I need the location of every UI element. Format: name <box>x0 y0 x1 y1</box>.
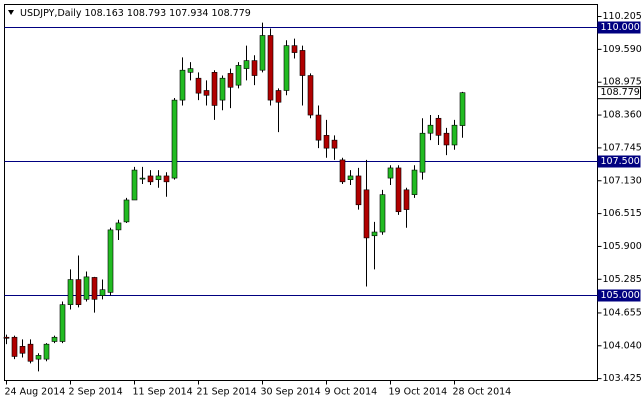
candle-body <box>259 35 266 71</box>
x-tick-label: 9 Oct 2014 <box>325 387 378 398</box>
candle-body <box>11 336 18 357</box>
y-tick-label: 105.900 <box>603 241 642 252</box>
candle-body <box>227 73 234 88</box>
candle-body <box>363 189 370 239</box>
candle-body <box>451 124 458 146</box>
menu-arrow <box>8 10 14 15</box>
candle-body <box>123 199 130 223</box>
candle-body <box>59 304 66 342</box>
candle-body <box>3 336 10 339</box>
candle-body <box>307 75 314 116</box>
candle-body <box>99 289 106 296</box>
candle-body <box>275 90 282 103</box>
candle-body <box>171 99 178 179</box>
candle-body <box>179 69 186 101</box>
y-tick-label: 105.285 <box>603 274 642 285</box>
candle-body <box>203 90 210 96</box>
x-tick-label: 28 Oct 2014 <box>453 387 512 398</box>
level-label: 107.500 <box>601 156 640 167</box>
y-tick-label: 106.515 <box>603 208 642 219</box>
candle-body <box>411 169 418 195</box>
candle-body <box>51 336 58 342</box>
candle-body <box>427 124 434 134</box>
candle-body <box>403 189 410 210</box>
chart-title: USDJPY,Daily <box>20 8 82 19</box>
y-tick-label: 108.975 <box>603 77 642 88</box>
candle-body <box>267 35 274 101</box>
candle-body <box>67 279 74 305</box>
x-tick-label: 30 Sep 2014 <box>261 387 321 398</box>
level-label-box <box>597 21 641 34</box>
candle-body <box>27 343 34 362</box>
y-tick-label: 103.425 <box>603 373 642 384</box>
candle-body <box>35 355 42 360</box>
candle-body <box>459 92 466 126</box>
candle-body <box>371 231 378 237</box>
y-tick-label: 108.360 <box>603 110 642 121</box>
level-label: 105.000 <box>601 290 640 301</box>
candle-body <box>163 175 170 183</box>
candle-body <box>443 132 450 146</box>
x-tick-label: 11 Sep 2014 <box>133 387 193 398</box>
candle-body <box>155 175 162 180</box>
candle-body <box>323 135 330 149</box>
candle-body <box>115 222 122 231</box>
last-price-label: 108.779 <box>601 87 640 98</box>
close-value: 108.779 <box>212 8 251 19</box>
candle-body <box>355 175 362 206</box>
candle-body <box>291 45 298 53</box>
candle-body <box>379 194 386 233</box>
candle-body <box>299 50 306 76</box>
candle-body <box>219 77 226 101</box>
header: USDJPY,Daily 108.163 108.793 107.934 108… <box>20 8 251 19</box>
candle-body <box>19 346 26 354</box>
candle-body <box>83 276 90 300</box>
candle-body <box>211 72 218 106</box>
y-tick-label: 109.590 <box>603 44 642 55</box>
y-tick-label: 107.745 <box>603 142 642 153</box>
x-tick-label: 19 Oct 2014 <box>389 387 448 398</box>
candle-body <box>283 45 290 91</box>
level-label: 110.000 <box>601 22 640 33</box>
candle-body <box>315 114 322 141</box>
y-tick-label: 104.655 <box>603 307 642 318</box>
candle-body <box>395 167 402 213</box>
candle-body <box>243 60 250 69</box>
candle-body <box>387 167 394 179</box>
y-tick-label: 110.205 <box>603 11 642 22</box>
candle-body <box>187 68 194 73</box>
candle-body <box>339 159 346 183</box>
candle-body <box>147 175 154 183</box>
candle-body <box>419 132 426 173</box>
high-value: 108.793 <box>127 8 166 19</box>
candle-body <box>107 229 114 293</box>
candle-body <box>331 139 338 149</box>
low-value: 107.934 <box>169 8 208 19</box>
candle-body <box>347 175 354 180</box>
candle-body <box>91 277 98 300</box>
last-price-box <box>597 86 641 100</box>
candle-body <box>139 177 146 180</box>
x-tick-label: 24 Aug 2014 <box>5 387 66 398</box>
open-value: 108.163 <box>85 8 124 19</box>
candle-body <box>43 343 50 360</box>
candle-body <box>195 77 202 94</box>
y-tick-label: 107.130 <box>603 175 642 186</box>
level-label-box <box>597 155 641 168</box>
x-tick-label: 2 Sep 2014 <box>69 387 123 398</box>
candle-body <box>131 169 138 201</box>
x-tick-label: 21 Sep 2014 <box>197 387 257 398</box>
candle-body <box>435 117 442 136</box>
candle-body <box>251 60 258 76</box>
candle-body <box>235 65 242 86</box>
level-label-box <box>597 289 641 302</box>
y-tick-label: 104.040 <box>603 340 642 351</box>
candle-body <box>75 279 82 305</box>
plot-frame <box>4 4 598 381</box>
